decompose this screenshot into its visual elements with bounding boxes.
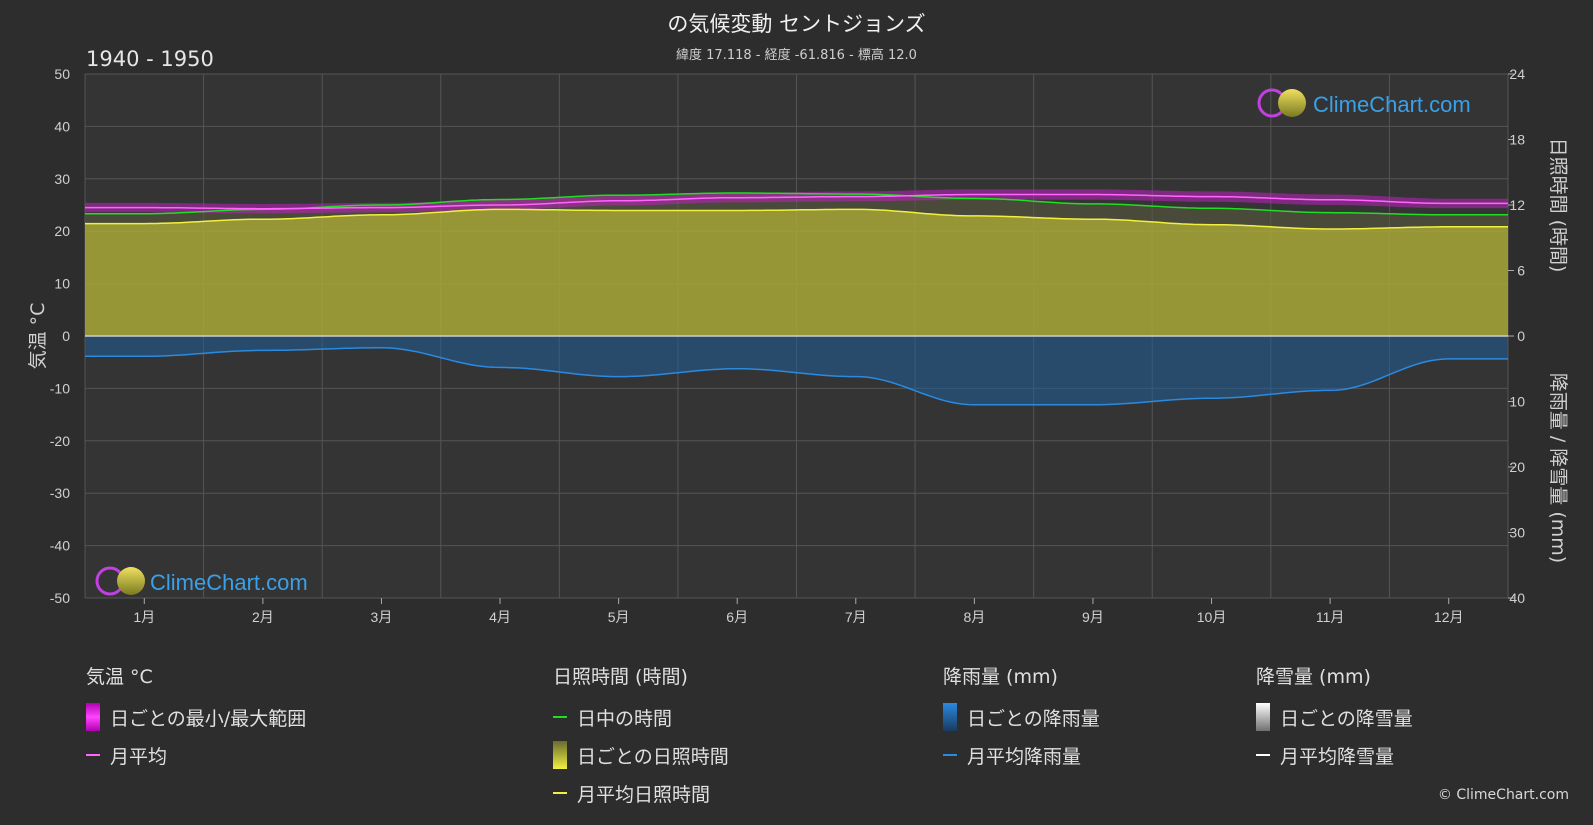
legend-item-label: 日ごとの降雪量 [1280,707,1413,730]
sunshine-swatch-icon [553,741,567,769]
legend-item-label: 月平均 [110,745,168,768]
y-left-tick-label: -50 [50,590,70,606]
y-left-tick-label: 50 [54,66,70,82]
rain-mean-line [85,347,1508,406]
legend-item: 日中の時間 [553,698,729,736]
x-tick-label: 6月 [726,609,748,625]
legend-rain: 降雨量 (mm) 日ごとの降雨量 月平均降雨量 [943,662,1100,774]
legend-item-label: 日ごとの降雨量 [967,707,1100,730]
legend-item-label: 日中の時間 [577,707,673,730]
y-left-tick-label: 20 [54,223,70,239]
sunshine-mean-line [85,208,1508,230]
y-right-precip-tick-label: 10 [1509,394,1525,410]
copyright: © ClimeChart.com [1437,787,1569,803]
legend-item-label: 月平均日照時間 [577,783,711,806]
y-left-axis-title: 気温 °C [27,303,49,370]
legend-temperature-title: 気温 °C [86,666,153,688]
y-left-tick-label: 40 [54,118,70,134]
x-tick-label: 9月 [1082,609,1104,625]
legend-item-label: 日ごとの最小/最大範囲 [110,707,307,730]
x-tick-label: 10月 [1197,609,1227,625]
legend-item-label: 月平均降雨量 [967,745,1082,768]
y-right-precip-tick-label: 20 [1509,459,1525,475]
legend-snow: 降雪量 (mm) 日ごとの降雪量 月平均降雪量 [1256,662,1413,774]
y-left-tick-label: 0 [62,328,70,344]
y-right-sunshine-tick-label: 18 [1509,132,1525,148]
legend-sunshine: 日照時間 (時間) 日中の時間 日ごとの日照時間 月平均日照時間 [553,662,729,812]
y-left-tick-label: -10 [50,380,70,396]
legend-item: 日ごとの日照時間 [553,736,729,774]
x-tick-label: 8月 [963,609,985,625]
period-label: 1940 - 1950 [86,47,214,71]
y-right-precip-tick-label: 30 [1509,525,1525,541]
y-right-sunshine-tick-label: 0 [1517,328,1525,344]
legend-item: 日ごとの降雪量 [1256,698,1413,736]
watermark-logo-bottom: ClimeChart.com [95,566,308,596]
y-right-sunshine-tick-label: 6 [1517,263,1525,279]
rain-swatch-icon [943,703,957,731]
x-tick-label: 1月 [133,609,155,625]
x-tick-label: 11月 [1316,609,1345,625]
sunshine-area [85,209,1508,336]
legend-item: 月平均降雪量 [1256,736,1413,774]
daylight-area [85,193,1508,229]
logo-sun-icon [117,567,145,595]
y-left-tick-label: -40 [50,538,70,554]
x-tick-label: 2月 [252,609,274,625]
x-tick-label: 12月 [1434,609,1464,625]
watermark-logo-top: ClimeChart.com [1257,88,1471,118]
x-tick-label: 7月 [845,609,867,625]
legend-item-label: 日ごとの日照時間 [577,745,729,768]
range-swatch-icon [86,703,100,731]
legend-item: 日ごとの最小/最大範囲 [86,698,306,736]
y-right-sunshine-tick-label: 12 [1509,197,1525,213]
line-swatch-icon [553,792,567,794]
chart-subtitle: 緯度 17.118 - 経度 -61.816 - 標高 12.0 [676,48,917,63]
watermark-text-bottom: ClimeChart.com [150,570,308,595]
x-tick-label: 5月 [608,609,630,625]
legend-item-label: 月平均降雪量 [1280,745,1395,768]
line-swatch-icon [943,754,957,756]
line-swatch-icon [86,754,100,756]
legend-item: 月平均降雨量 [943,736,1100,774]
legend-item: 月平均日照時間 [553,774,729,812]
legend-item: 日ごとの降雨量 [943,698,1100,736]
y-left-tick-label: 30 [54,171,70,187]
chart-title: の気候変動 セントジョンズ [667,12,926,36]
legend-snow-title: 降雪量 (mm) [1256,666,1371,688]
y-left-tick-label: -20 [50,433,70,449]
snow-swatch-icon [1256,703,1270,731]
line-swatch-icon [1256,754,1270,756]
y-left-tick-label: -30 [50,485,70,501]
legend-rain-title: 降雨量 (mm) [943,666,1058,688]
climate-chart: 50 40 30 20 10 0 -10 -20 -30 -40 -50 24 18 12 6 0 10 20 30… [27,66,1569,625]
logo-sun-icon [1278,89,1306,117]
rain-area [85,336,1508,405]
watermark-text-top: ClimeChart.com [1313,92,1471,117]
y-right-sunshine-tick-label: 24 [1509,66,1525,82]
x-tick-label: 3月 [371,609,393,625]
y-right-sunshine-axis-title: 日照時間 (時間) [1547,138,1569,273]
line-swatch-icon [553,716,567,718]
legend-sunshine-title: 日照時間 (時間) [553,666,688,688]
daylight-line [85,192,1508,216]
x-tick-label: 4月 [489,609,511,625]
legend-item: 月平均 [86,736,306,774]
y-left-tick-label: 10 [54,276,70,292]
temperature-mean-line [85,193,1508,210]
y-right-precip-axis-title: 降雨量 / 降雪量 (mm) [1547,373,1569,563]
legend-temperature: 気温 °C 日ごとの最小/最大範囲 月平均 [86,662,306,774]
y-right-precip-tick-label: 40 [1509,590,1525,606]
